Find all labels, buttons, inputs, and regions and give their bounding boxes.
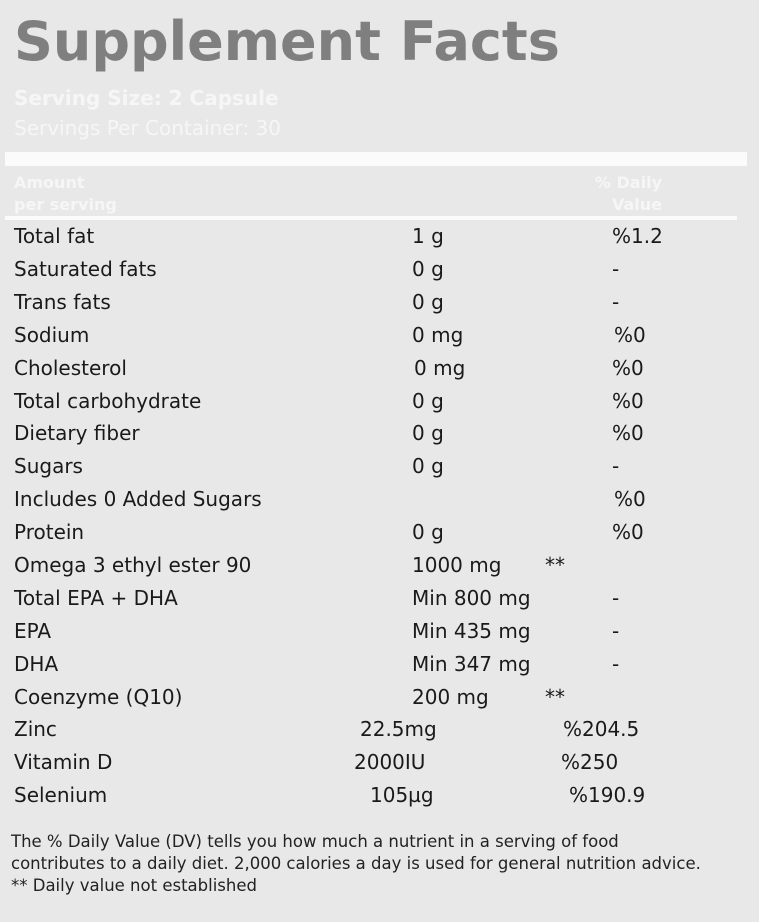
nutrient-dv: %0 xyxy=(612,356,644,380)
nutrient-amount: 1 g xyxy=(412,224,444,248)
supplement-facts-title: Supplement Facts xyxy=(14,10,560,73)
nutrient-amount: 0 g xyxy=(412,421,444,445)
footnote-line2: contributes to a daily diet. 2,000 calor… xyxy=(11,854,701,873)
nutrient-amount: 0 g xyxy=(412,389,444,413)
table-row: Coenzyme (Q10) 200 mg ** xyxy=(0,681,759,714)
nutrient-amount: 1000 mg xyxy=(412,553,502,577)
nutrient-amount: 200 mg xyxy=(412,685,489,709)
nutrient-amount: Min 435 mg xyxy=(412,619,531,643)
nutrient-dv: - xyxy=(612,652,620,676)
dv-header-line2: Value xyxy=(611,195,662,214)
table-row: DHA Min 347 mg - xyxy=(0,648,759,681)
table-row: EPA Min 435 mg - xyxy=(0,615,759,648)
nutrient-amount: Min 800 mg xyxy=(412,586,531,610)
table-row: Protein 0 g %0 xyxy=(0,516,759,549)
nutrient-amount: 0 g xyxy=(412,454,444,478)
nutrient-amount: Min 347 mg xyxy=(412,652,531,676)
table-row: Zinc 22.5mg %204.5 xyxy=(0,713,759,746)
nutrient-name: Total carbohydrate xyxy=(14,389,202,413)
footnote-line1: The % Daily Value (DV) tells you how muc… xyxy=(11,832,619,851)
nutrient-amount: 2000IU xyxy=(354,750,426,774)
nutrient-amount: 0 mg xyxy=(412,323,464,347)
nutrient-name: Includes 0 Added Sugars xyxy=(14,487,262,511)
nutrient-name: EPA xyxy=(14,619,52,643)
nutrient-dv: %0 xyxy=(612,421,644,445)
nutrient-dv: - xyxy=(612,290,620,314)
table-row: Sugars 0 g - xyxy=(0,450,759,483)
nutrient-amount: 0 g xyxy=(412,520,444,544)
dv-header-line1: % Daily xyxy=(594,173,662,192)
nutrient-amount: 105µg xyxy=(370,783,434,807)
table-row: Dietary fiber 0 g %0 xyxy=(0,417,759,450)
servings-per-container: Servings Per Container: 30 xyxy=(14,116,281,140)
thin-divider xyxy=(5,216,737,220)
nutrient-amount: 0 g xyxy=(412,290,444,314)
table-row: Trans fats 0 g - xyxy=(0,286,759,319)
nutrient-name: Vitamin D xyxy=(14,750,113,774)
nutrient-dv: - xyxy=(612,619,620,643)
nutrient-dv: %0 xyxy=(612,389,644,413)
nutrient-name: DHA xyxy=(14,652,59,676)
nutrient-name: Cholesterol xyxy=(14,356,127,380)
table-row: Total carbohydrate 0 g %0 xyxy=(0,385,759,418)
nutrient-name: Protein xyxy=(14,520,85,544)
nutrient-name: Sugars xyxy=(14,454,83,478)
nutrient-name: Total EPA + DHA xyxy=(14,586,178,610)
serving-size: Serving Size: 2 Capsule xyxy=(14,86,279,110)
nutrient-name: Trans fats xyxy=(14,290,111,314)
nutrient-dv: - xyxy=(612,586,620,610)
nutrient-dv: %190.9 xyxy=(569,783,646,807)
table-row: Cholesterol 0 mg %0 xyxy=(0,352,759,385)
nutrient-name: Dietary fiber xyxy=(14,421,140,445)
amount-header-line1: Amount xyxy=(14,173,85,192)
table-row: Saturated fats 0 g - xyxy=(0,253,759,286)
table-row: Total fat 1 g %1.2 xyxy=(0,220,759,253)
footnote: The % Daily Value (DV) tells you how muc… xyxy=(11,831,751,897)
nutrient-name: Sodium xyxy=(14,323,90,347)
nutrient-amount: 0 mg xyxy=(414,356,466,380)
nutrient-amount: 22.5mg xyxy=(360,717,437,741)
table-row: Omega 3 ethyl ester 90 1000 mg ** xyxy=(0,549,759,582)
amount-header-line2: per serving xyxy=(14,195,117,214)
nutrient-dv: %0 xyxy=(614,323,646,347)
nutrient-name: Omega 3 ethyl ester 90 xyxy=(14,553,252,577)
nutrient-dv: ** xyxy=(545,685,565,709)
footnote-line3: ** Daily value not established xyxy=(11,876,257,895)
table-row: Vitamin D 2000IU %250 xyxy=(0,746,759,779)
nutrient-dv: - xyxy=(612,454,620,478)
table-row: Total EPA + DHA Min 800 mg - xyxy=(0,582,759,615)
amount-per-serving-header: Amount per serving xyxy=(14,172,117,216)
nutrient-dv: ** xyxy=(545,553,565,577)
nutrient-name: Zinc xyxy=(14,717,57,741)
nutrient-amount: 0 g xyxy=(412,257,444,281)
nutrient-name: Saturated fats xyxy=(14,257,157,281)
nutrient-name: Selenium xyxy=(14,783,108,807)
thick-divider xyxy=(5,152,747,166)
table-row: Sodium 0 mg %0 xyxy=(0,319,759,352)
table-row: Includes 0 Added Sugars %0 xyxy=(0,483,759,516)
nutrient-dv: %0 xyxy=(612,520,644,544)
nutrient-name: Coenzyme (Q10) xyxy=(14,685,183,709)
nutrient-dv: - xyxy=(612,257,620,281)
nutrient-dv: %0 xyxy=(614,487,646,511)
nutrient-dv: %250 xyxy=(561,750,619,774)
table-row: Selenium 105µg %190.9 xyxy=(0,779,759,812)
nutrient-dv: %1.2 xyxy=(612,224,663,248)
daily-value-header: % Daily Value xyxy=(594,172,662,216)
nutrient-name: Total fat xyxy=(14,224,95,248)
nutrient-dv: %204.5 xyxy=(563,717,640,741)
